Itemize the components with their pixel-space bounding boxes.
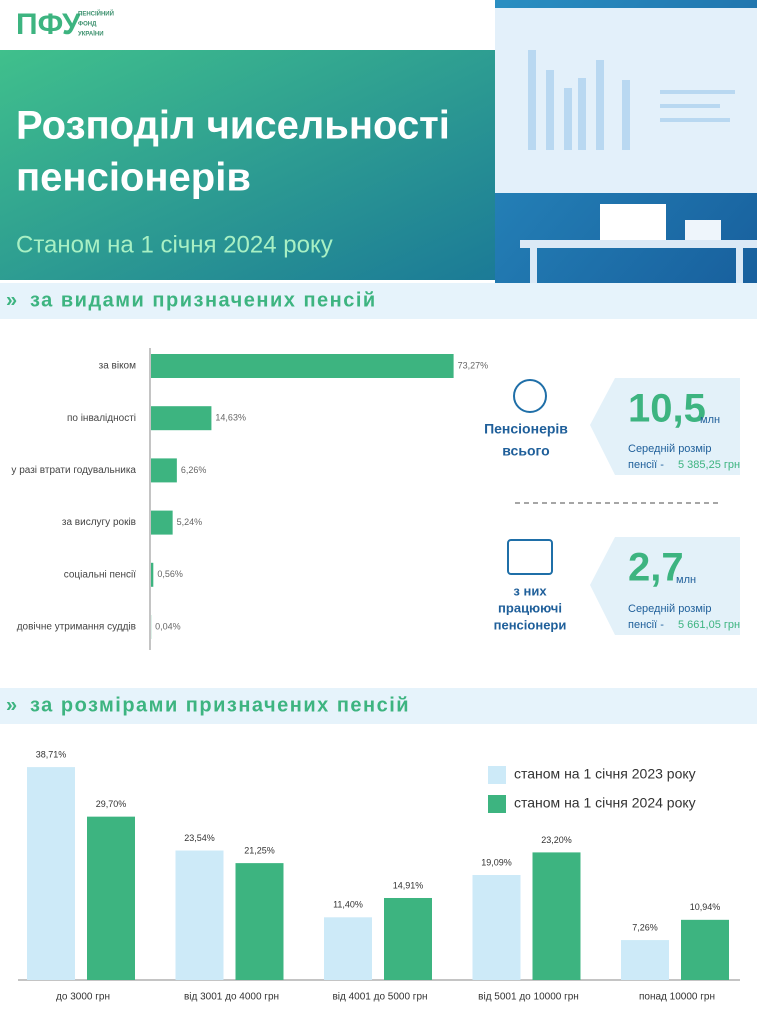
value-label: 10,94% — [690, 902, 721, 912]
category-label: від 4001 до 5000 грн — [332, 992, 427, 1003]
category-label: до 3000 грн — [56, 992, 110, 1003]
value-label: 0,04% — [155, 621, 181, 631]
stat-label: працюючі — [498, 600, 562, 615]
value-label: 11,40% — [333, 900, 363, 910]
bar — [151, 354, 454, 378]
value-label: 0,56% — [157, 569, 183, 579]
category-label: від 5001 до 10000 грн — [478, 992, 579, 1003]
stat-avg-label: пенсії - — [628, 619, 664, 631]
title: пенсіонерів — [16, 156, 251, 200]
category-label: від 3001 до 4000 грн — [184, 992, 279, 1003]
bar — [533, 852, 581, 980]
bar — [176, 851, 224, 980]
bar — [384, 898, 432, 980]
value-label: 23,54% — [184, 833, 215, 843]
stat-label: пенсіонери — [494, 617, 567, 632]
stat-avg-label: Середній розмір — [628, 603, 711, 615]
value-label: 6,26% — [181, 465, 207, 475]
legend-label: станом на 1 січня 2023 року — [514, 766, 696, 782]
value-label: 7,26% — [632, 922, 658, 932]
category-label: за вислугу років — [62, 517, 136, 528]
logo-caption: ФОНД — [78, 22, 97, 28]
bar — [621, 940, 669, 980]
section-chevron: » — [6, 289, 17, 311]
legend-swatch — [488, 766, 506, 784]
bar — [151, 511, 173, 535]
logo: ПФУ — [16, 8, 81, 41]
section-chevron: » — [6, 694, 17, 716]
icon — [514, 380, 546, 412]
stat-label: Пенсіонерів — [484, 421, 568, 437]
logo-caption: ПЕНСІЙНИЙ — [78, 10, 114, 18]
stat-1: Пенсіонерів всього 10,5 млн Середній роз… — [484, 378, 740, 475]
value-label: 21,25% — [244, 846, 275, 856]
logo-caption: УКРАЇНИ — [78, 31, 104, 38]
section-title: за видами призначених пенсій — [30, 289, 377, 311]
stat-unit: млн — [676, 574, 696, 586]
value-label: 29,70% — [96, 799, 127, 809]
stat-unit: млн — [700, 414, 720, 426]
bar — [681, 920, 729, 980]
value-label: 14,63% — [215, 413, 246, 423]
value-label: 73,27% — [458, 360, 489, 370]
value-label: 38,71% — [36, 749, 67, 759]
subtitle: Станом на 1 січня 2024 року — [16, 231, 333, 258]
value-label: 5,24% — [177, 517, 203, 527]
category-label: у разі втрати годувальника — [11, 465, 136, 476]
stat-avg-label: пенсії - — [628, 459, 664, 471]
bar — [236, 863, 284, 980]
category-label: соціальні пенсії — [64, 569, 136, 580]
bar — [324, 917, 372, 980]
icon — [508, 540, 552, 574]
stat-label: всього — [502, 443, 549, 459]
legend-label: станом на 1 січня 2024 року — [514, 795, 696, 811]
legend-swatch — [488, 795, 506, 813]
bar — [473, 875, 521, 980]
category-label: по інвалідності — [67, 413, 136, 424]
value-label: 14,91% — [393, 880, 424, 890]
stat-avg-value: 5 385,25 грн — [678, 459, 740, 471]
section-title: за розмірами призначених пенсій — [30, 694, 410, 716]
category-label: понад 10000 грн — [639, 992, 715, 1003]
category-label: довічне утримання суддів — [17, 622, 136, 633]
stat-avg-value: 5 661,05 грн — [678, 619, 740, 631]
bar — [27, 767, 75, 980]
bar — [151, 458, 177, 482]
value-label: 19,09% — [481, 857, 512, 867]
stat-2: з них працюючі пенсіонери 2,7 млн Середн… — [494, 537, 740, 635]
title: Розподіл чисельності — [16, 104, 450, 148]
stat-number: 10,5 — [628, 387, 706, 431]
category-label: за віком — [99, 361, 137, 372]
bar — [151, 406, 211, 430]
stat-label: з них — [513, 583, 547, 598]
bar — [87, 817, 135, 980]
stat-avg-label: Середній розмір — [628, 443, 711, 455]
value-label: 23,20% — [541, 835, 572, 845]
bar — [151, 563, 153, 587]
